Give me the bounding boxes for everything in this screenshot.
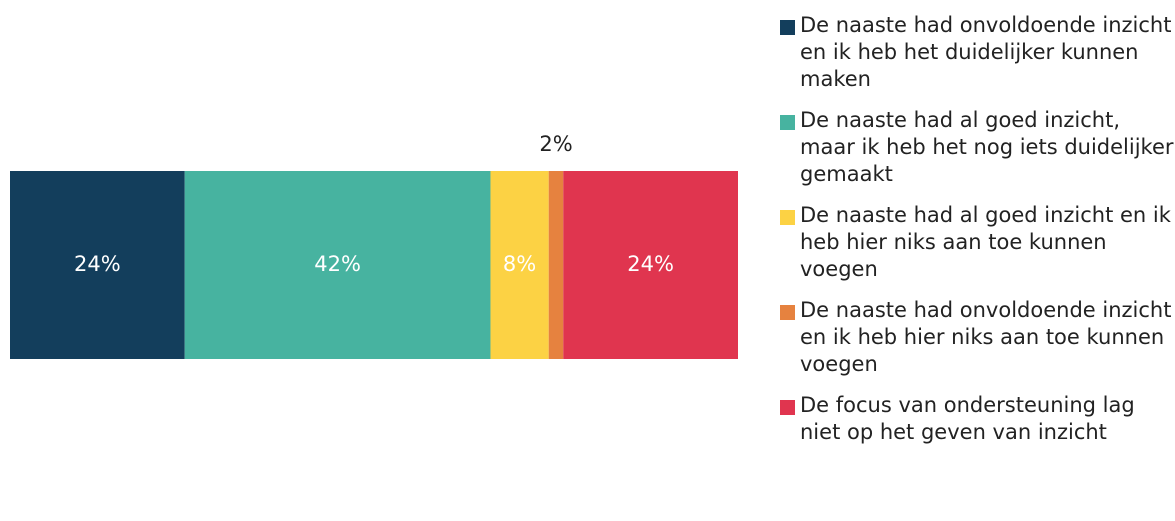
legend-item: De focus van ondersteuning lag niet op h…	[780, 392, 1175, 446]
legend-item: De naaste had onvoldoende inzicht en ik …	[780, 297, 1175, 378]
data-label: 8%	[503, 252, 536, 276]
bar-segment	[184, 171, 491, 359]
bar-segment	[563, 171, 738, 359]
legend-label: De focus van ondersteuning lag niet op h…	[800, 393, 1135, 444]
data-label: 24%	[74, 252, 121, 276]
data-label: 24%	[627, 252, 674, 276]
chart: 24% 42% 8% 2% 24%	[10, 132, 738, 359]
legend-swatch	[780, 115, 795, 130]
legend-swatch	[780, 210, 795, 225]
legend-swatch	[780, 20, 795, 35]
legend-item: De naaste had al goed inzicht, maar ik h…	[780, 107, 1175, 188]
legend-label: De naaste had al goed inzicht en ik heb …	[800, 203, 1171, 281]
legend-swatch	[780, 305, 795, 320]
legend-label: De naaste had onvoldoende inzicht en ik …	[800, 13, 1172, 91]
bar-segment	[10, 171, 185, 359]
data-label: 2%	[539, 132, 572, 156]
legend: De naaste had onvoldoende inzicht en ik …	[780, 12, 1175, 460]
legend-label: De naaste had onvoldoende inzicht en ik …	[800, 298, 1172, 376]
legend-item: De naaste had onvoldoende inzicht en ik …	[780, 12, 1175, 93]
legend-item: De naaste had al goed inzicht en ik heb …	[780, 202, 1175, 283]
bar-segment	[548, 171, 564, 359]
bar-segment	[490, 171, 549, 359]
data-label: 42%	[314, 252, 361, 276]
legend-label: De naaste had al goed inzicht, maar ik h…	[800, 108, 1174, 186]
legend-swatch	[780, 400, 795, 415]
